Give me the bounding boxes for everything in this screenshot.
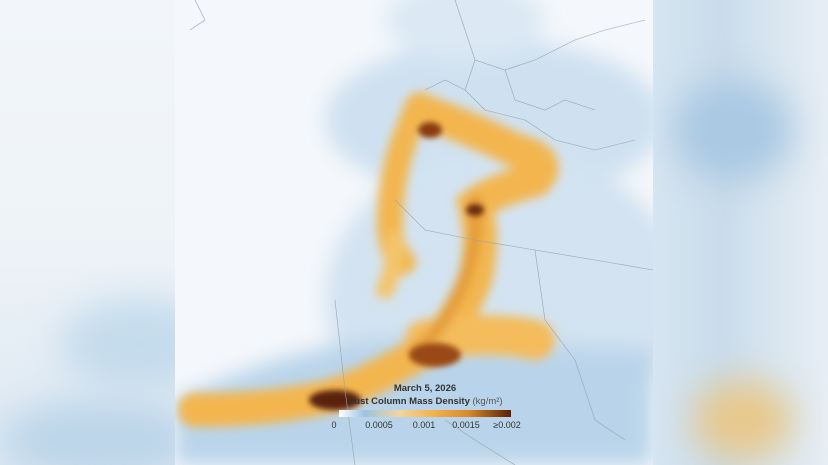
legend-tick: 0 (331, 420, 337, 430)
dust-plume-layer (175, 0, 653, 465)
legend-title: Dust Column Mass Density (kg/m²) (325, 396, 525, 407)
legend-tick: 0.001 (412, 420, 436, 430)
blurred-background-right (653, 0, 828, 465)
legend-title-text: Dust Column Mass Density (347, 396, 470, 407)
country-borders (189, 0, 653, 465)
legend-unit: (kg/m²) (472, 396, 503, 407)
legend-tick: 0.0015 (452, 420, 480, 430)
legend-tick: ≥0.002 (493, 420, 521, 430)
high-density-core (309, 122, 484, 410)
legend: March 5, 2026 Dust Column Mass Density (… (325, 383, 525, 432)
legend-ticks: 0 0.0005 0.001 0.0015 ≥0.002 (325, 420, 525, 432)
color-scale-bar (339, 410, 511, 417)
dust-map: March 5, 2026 Dust Column Mass Density (… (175, 0, 653, 465)
legend-tick: 0.0005 (365, 420, 393, 430)
blurred-background-left (0, 0, 175, 465)
map-date: March 5, 2026 (393, 383, 457, 394)
